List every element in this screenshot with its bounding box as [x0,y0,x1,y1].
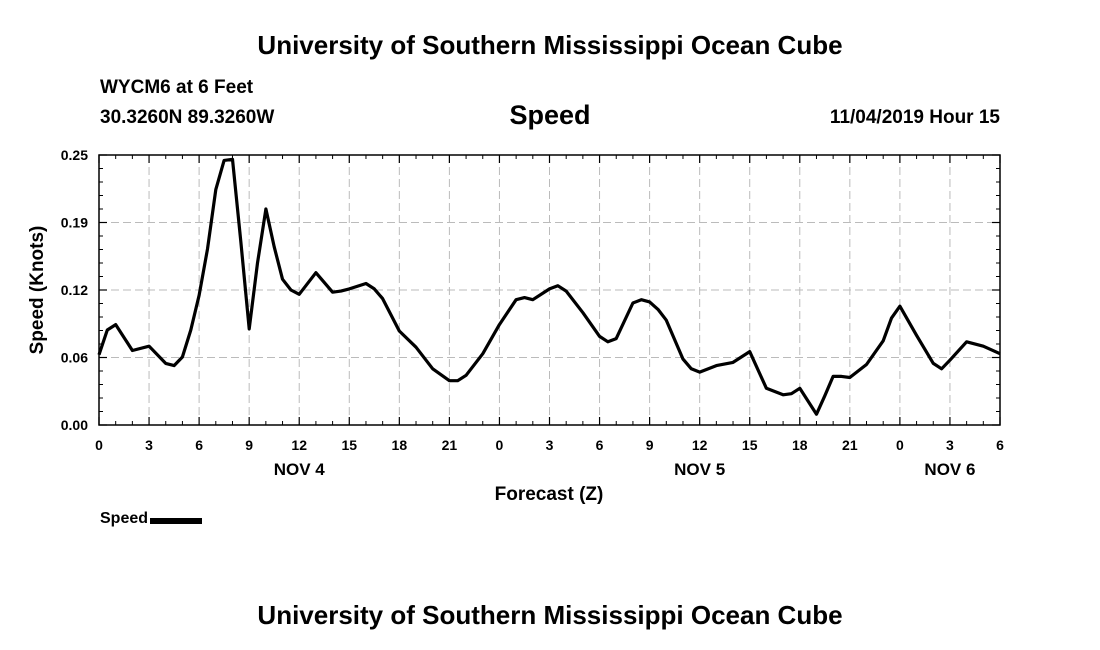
date-label: NOV 5 [674,460,725,479]
legend: Speed [100,510,203,528]
chart-title: Speed [509,100,591,130]
date-label: NOV 4 [274,460,326,479]
x-tick-label: 6 [195,437,203,453]
x-tick-label: 0 [896,437,904,453]
x-tick-label: 3 [946,437,954,453]
x-tick-label: 12 [291,437,307,453]
plot-frame [98,154,1001,426]
x-tick-label: 9 [245,437,253,453]
x-tick-label: 9 [646,437,654,453]
legend-label: Speed [100,510,149,527]
x-tick-label: 6 [996,437,1004,453]
x-tick-label: 0 [95,437,103,453]
x-tick-label: 21 [842,437,858,453]
x-tick-label: 21 [442,437,458,453]
date-label: NOV 6 [924,460,975,479]
datetime-label: 11/04/2019 Hour 15 [829,107,1000,128]
page-title: University of Southern Mississippi Ocean… [257,30,843,60]
x-tick-label: 3 [145,437,153,453]
footer-title: University of Southern Mississippi Ocean… [257,600,843,630]
x-tick-label: 0 [496,437,504,453]
x-tick-label: 18 [792,437,808,453]
x-axis-title: Forecast (Z) [495,484,604,505]
speed-series-line [97,157,1001,416]
coordinates-label: 30.3260N 89.3260W [100,107,275,128]
x-tick-label: 15 [742,437,758,453]
y-tick-label: 0.19 [61,215,88,231]
x-tick-label: 15 [341,437,357,453]
station-label: WYCM6 at 6 Feet [100,77,254,98]
x-tick-label: 18 [392,437,408,453]
y-tick-labels: 0.00 0.06 0.12 0.19 0.25 [61,147,88,433]
legend-swatch [150,518,203,524]
x-tick-labels: 0 3 6 9 12 15 18 21 0 3 6 9 12 15 18 21 0 3 6 [95,437,1004,453]
y-tick-label: 0.06 [61,350,88,366]
x-tick-label: 6 [596,437,604,453]
date-labels: NOV 4 NOV 5 NOV 6 [274,460,976,479]
y-tick-label: 0.25 [61,147,88,163]
x-tick-label: 3 [546,437,554,453]
y-tick-label: 0.00 [61,417,88,433]
y-tick-label: 0.12 [61,282,88,298]
x-tick-label: 12 [692,437,708,453]
y-axis-title: Speed (Knots) [27,226,48,355]
